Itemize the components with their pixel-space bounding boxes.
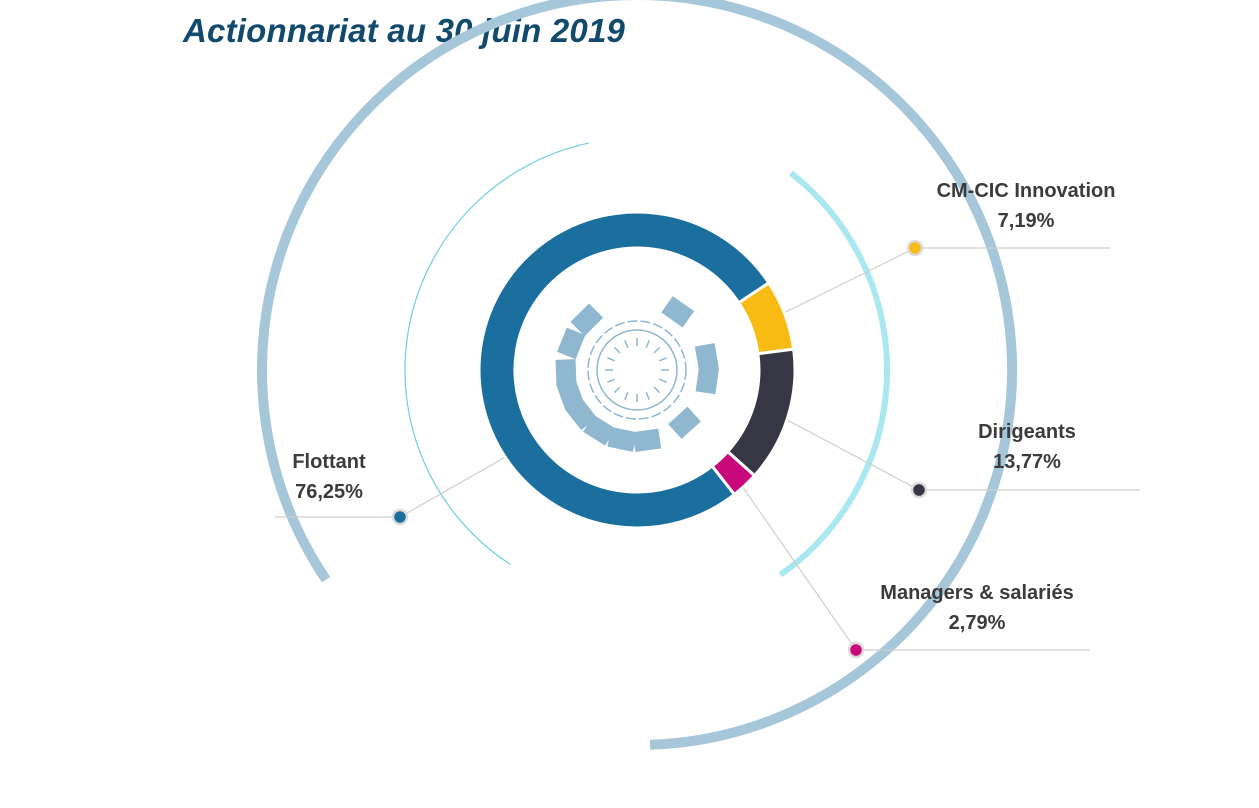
center-block <box>661 296 695 328</box>
center-block <box>556 378 585 410</box>
slice-label-cm-cic-innovation: CM-CIC Innovation <box>937 180 1116 202</box>
leader-diagonal <box>770 410 920 491</box>
center-tick <box>645 391 650 400</box>
slice-value-flottant: 76,25% <box>295 481 363 503</box>
slice-value-dirigeants: 13,77% <box>993 451 1061 473</box>
center-ring-dashed <box>587 320 687 420</box>
center-block <box>632 428 662 453</box>
slice-label-managers-salaries: Managers & salariés <box>880 582 1073 604</box>
center-block <box>695 365 720 395</box>
dot-dirigeants <box>910 481 928 499</box>
center-block <box>694 343 720 373</box>
label-dots <box>391 239 928 659</box>
center-tick <box>658 378 667 383</box>
leader-diagonal <box>732 472 857 651</box>
center-tick <box>653 346 661 354</box>
decor-arc-right <box>778 170 890 578</box>
center-ring <box>596 329 678 411</box>
center-block <box>583 414 616 446</box>
slice-labels: Flottant 76,25% CM-CIC Innovation 7,19% … <box>292 180 1115 634</box>
donut-slices <box>477 210 797 530</box>
leader-lines <box>275 247 1140 651</box>
leader-diagonal <box>399 447 522 518</box>
decorative-arcs <box>257 0 1017 750</box>
center-tick <box>624 340 629 349</box>
slice-value-cm-cic-innovation: 7,19% <box>998 210 1055 232</box>
leader-diagonal <box>767 247 916 322</box>
dot-managers-salaries <box>847 641 865 659</box>
center-block <box>557 327 586 360</box>
center-tick <box>624 391 629 400</box>
chart-title: Actionnariat au 30 juin 2019 <box>183 12 626 49</box>
center-block <box>555 359 577 386</box>
slice-value-managers-salaries: 2,79% <box>949 612 1006 634</box>
dot-cm-cic-innovation <box>906 239 924 257</box>
center-tick <box>653 386 661 394</box>
slice-flottant <box>477 210 771 530</box>
slice-dirigeants <box>725 347 797 478</box>
center-tick <box>658 357 667 362</box>
center-decoration <box>555 296 720 453</box>
dot-flottant <box>391 508 409 526</box>
center-tick <box>613 386 621 394</box>
slice-label-flottant: Flottant <box>292 451 366 473</box>
center-block <box>607 426 637 452</box>
center-block <box>570 303 604 337</box>
center-tick <box>613 346 621 354</box>
decor-arc-large <box>257 0 1017 750</box>
decor-arc-thin <box>404 142 589 566</box>
center-tick <box>607 378 616 383</box>
center-tick <box>645 340 650 349</box>
slice-label-dirigeants: Dirigeants <box>978 421 1076 443</box>
center-tick <box>607 357 616 362</box>
center-block <box>668 406 701 439</box>
